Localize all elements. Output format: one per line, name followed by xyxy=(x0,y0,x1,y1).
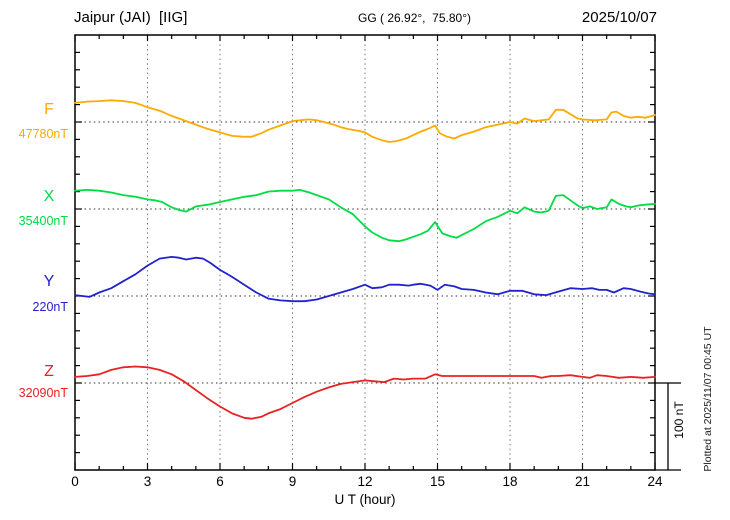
x-tick-label: 12 xyxy=(357,474,373,489)
component-basevalue-Y: 220nT xyxy=(32,300,68,314)
component-label-X: X xyxy=(43,188,55,205)
component-label-Z: Z xyxy=(44,363,54,380)
x-tick-label: 0 xyxy=(71,474,79,489)
x-tick-label: 18 xyxy=(502,474,518,489)
trace-F xyxy=(74,99,656,143)
component-basevalue-X: 35400nT xyxy=(18,214,68,228)
scale-bar xyxy=(655,382,681,471)
trace-X xyxy=(74,188,656,243)
plotted-timestamp: Plotted at 2025/11/07 00:45 UT xyxy=(702,326,714,472)
component-basevalue-Z: 32090nT xyxy=(18,386,68,400)
plot-date: 2025/10/07 xyxy=(581,9,657,26)
traces xyxy=(74,99,656,420)
scale-bar-label: 100 nT xyxy=(672,401,686,439)
gridlines xyxy=(147,35,583,470)
x-tick-label: 3 xyxy=(143,474,152,489)
trace-Y xyxy=(74,255,656,303)
x-tick-label: 21 xyxy=(574,474,591,489)
x-tick-label: 15 xyxy=(429,474,446,489)
geographic-coordinates: GG ( 26.92°, 75.80°) xyxy=(358,11,471,25)
x-tick-label: 6 xyxy=(216,474,224,489)
component-label-Y: Y xyxy=(43,273,55,290)
station-title: Jaipur (JAI) [IIG] xyxy=(74,9,188,26)
x-tick-label: 24 xyxy=(647,474,663,489)
trace-Z xyxy=(74,365,656,420)
component-label-F: F xyxy=(44,101,54,118)
x-axis-label: U T (hour) xyxy=(334,492,396,507)
x-tick-label: 9 xyxy=(288,474,297,489)
component-basevalue-F: 47780nT xyxy=(18,127,68,141)
